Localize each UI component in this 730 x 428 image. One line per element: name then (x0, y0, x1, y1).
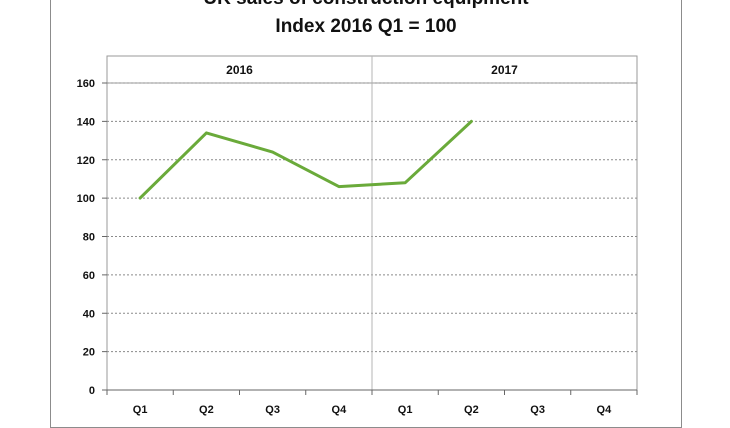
x-tick-label-4: Q1 (398, 404, 413, 416)
x-tick-label-1: Q2 (199, 404, 214, 416)
y-tick-label-60: 60 (83, 270, 95, 282)
y-tick-label-20: 20 (83, 347, 95, 359)
chart-subtitle: Index 2016 Q1 = 100 (275, 16, 456, 37)
y-tick-label-80: 80 (83, 232, 95, 244)
y-tick-label-100: 100 (77, 193, 95, 205)
x-tick-label-7: Q4 (597, 404, 613, 416)
x-tick-label-0: Q1 (133, 404, 148, 416)
group-label-2017: 2017 (491, 63, 518, 77)
y-tick-label-40: 40 (83, 308, 95, 320)
y-tick-label-140: 140 (77, 116, 95, 128)
x-tick-label-5: Q2 (464, 404, 479, 416)
x-tick-label-2: Q3 (265, 404, 280, 416)
x-tick-label-3: Q4 (332, 404, 348, 416)
x-tick-label-6: Q3 (530, 404, 545, 416)
group-label-2016: 2016 (226, 63, 253, 77)
y-tick-label-120: 120 (77, 155, 95, 167)
plot-area: 0 20 40 60 80 100 120 140 160 2016 2017 Q1 Q2 Q3 Q4 Q1 Q… (77, 56, 637, 416)
y-tick-label-0: 0 (89, 385, 95, 397)
chart-title: UK sales of construction equipment (203, 0, 529, 9)
y-tick-label-160: 160 (77, 78, 95, 90)
chart: UK sales of construction equipment Index… (0, 0, 730, 417)
